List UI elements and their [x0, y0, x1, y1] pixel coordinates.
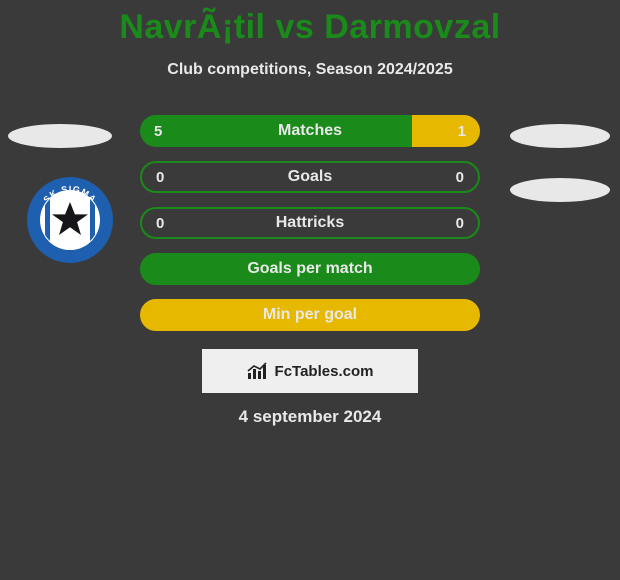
- stat-row: 51Matches: [140, 115, 480, 147]
- row-label: Hattricks: [142, 214, 478, 232]
- right-player-ellipse-1: [510, 124, 610, 148]
- row-label: Goals: [142, 168, 478, 186]
- page-title: NavrÃ¡til vs Darmovzal: [0, 0, 620, 47]
- stat-row: Min per goal: [140, 299, 480, 331]
- right-player-ellipse-2: [510, 178, 610, 202]
- stat-row: 00Hattricks: [140, 207, 480, 239]
- date-text: 4 september 2024: [0, 407, 620, 427]
- footer-brand-box: FcTables.com: [202, 349, 418, 393]
- footer-brand-text: FcTables.com: [275, 363, 374, 380]
- left-player-ellipse: [8, 124, 112, 148]
- row-label: Min per goal: [142, 306, 478, 324]
- chart-icon: [247, 362, 269, 380]
- row-label: Goals per match: [142, 260, 478, 278]
- stat-row: 00Goals: [140, 161, 480, 193]
- stat-row: Goals per match: [140, 253, 480, 285]
- subtitle: Club competitions, Season 2024/2025: [0, 61, 620, 79]
- row-label: Matches: [140, 122, 480, 140]
- club-logo: SK SIGMA OLOMOUC a.s.: [26, 176, 114, 264]
